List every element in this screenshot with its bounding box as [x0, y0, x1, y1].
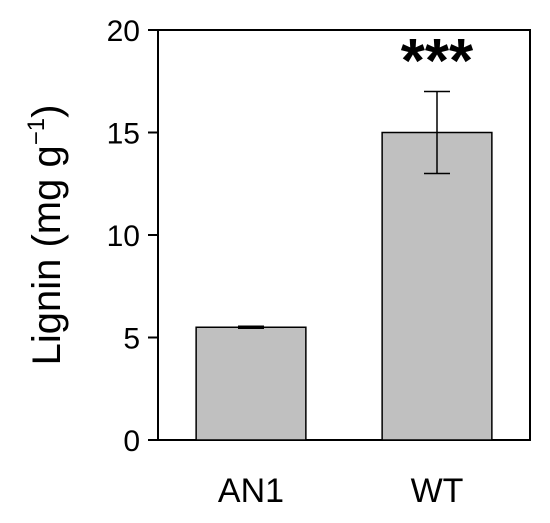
y-tick-label: 0: [123, 425, 140, 458]
category-labels: AN1 WT: [218, 472, 464, 510]
y-tick-label: 10: [107, 220, 140, 253]
y-tick-label: 5: [123, 323, 140, 356]
y-axis-label-main: Lignin (mg g: [25, 145, 69, 365]
y-axis-label-close: ): [25, 105, 69, 118]
y-tick-label: 20: [107, 15, 140, 48]
bars: ***: [195, 27, 493, 441]
x-category-label: AN1: [218, 472, 284, 510]
y-tick-label: 15: [107, 118, 140, 151]
y-axis-label: Lignin (mg g−1): [23, 105, 69, 366]
y-axis-label-superscript: −1: [23, 118, 50, 145]
y-ticks: 0 5 10 15 20: [107, 15, 158, 458]
significance-marker: ***: [401, 27, 474, 96]
bar-an1: [195, 326, 307, 441]
x-category-label: WT: [411, 472, 464, 510]
bar-wt: [381, 131, 493, 441]
